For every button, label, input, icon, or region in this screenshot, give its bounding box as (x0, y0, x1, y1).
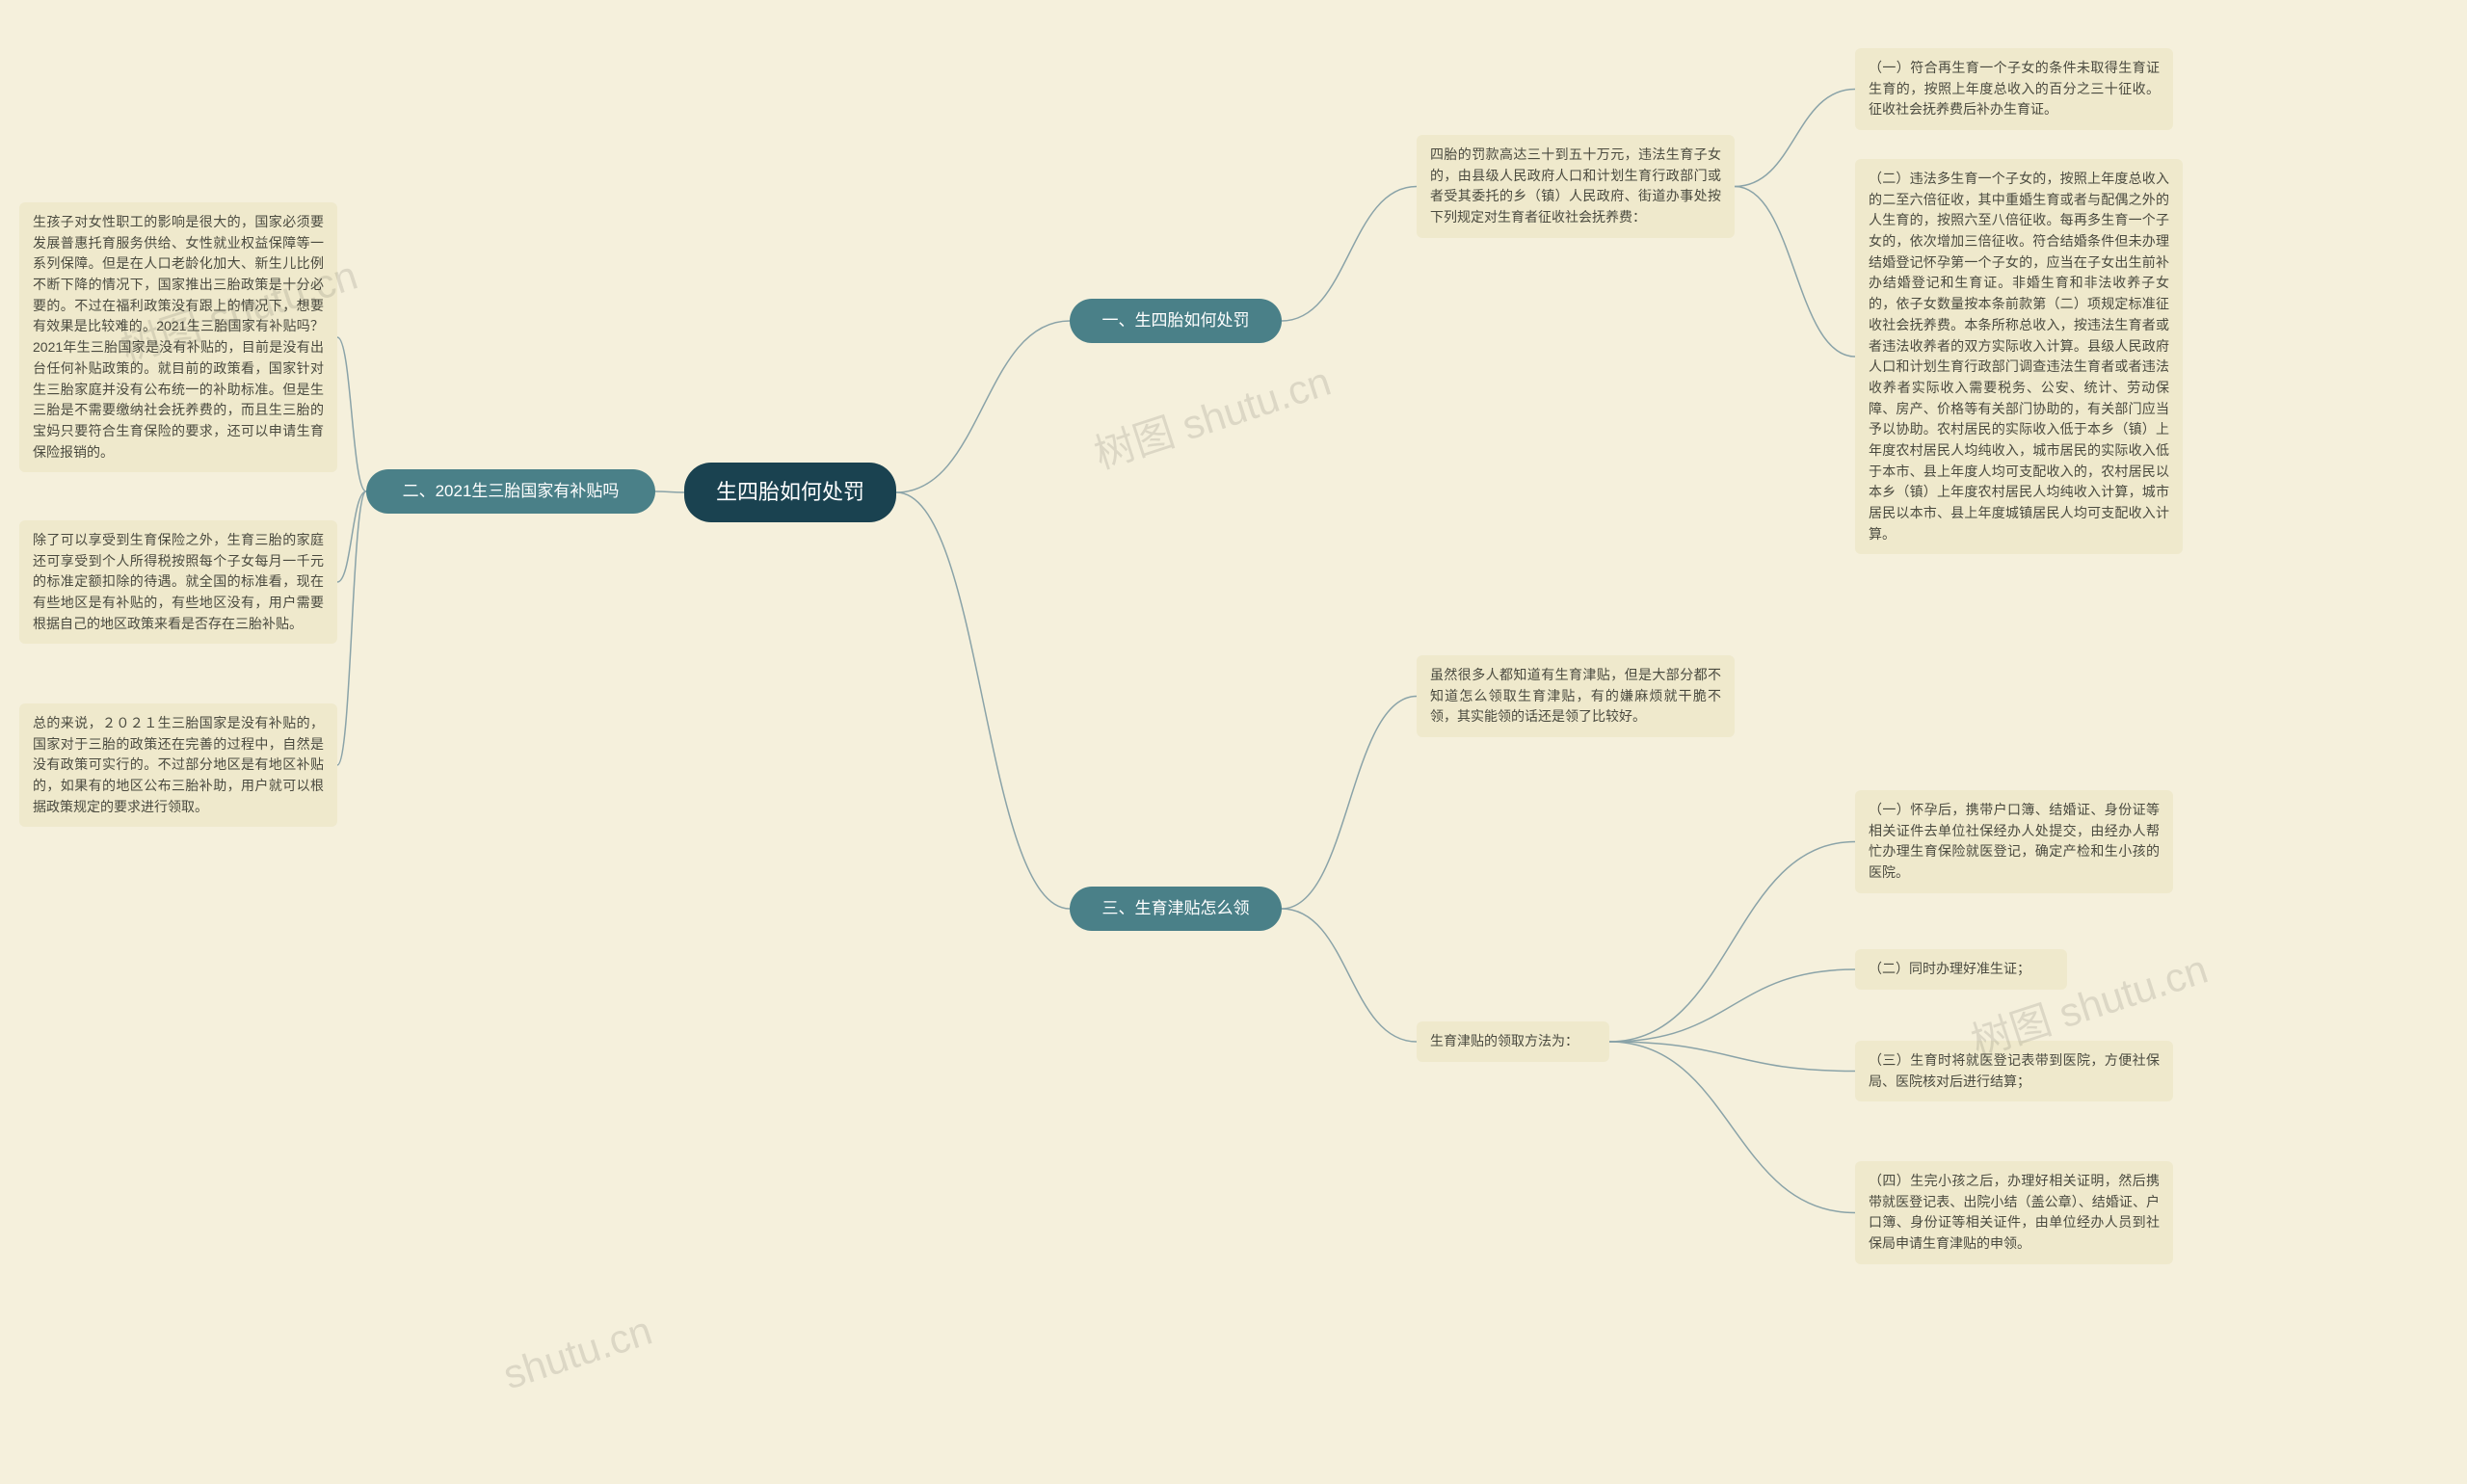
branch-label: 二、2021生三胎国家有补贴吗 (403, 482, 620, 500)
leaf-text: 虽然很多人都知道有生育津贴，但是大部分都不知道怎么领取生育津贴，有的嫌麻烦就干脆… (1430, 667, 1721, 724)
root-label: 生四胎如何处罚 (716, 480, 864, 504)
leaf-node: 总的来说，２０２１生三胎国家是没有补贴的，国家对于三胎的政策还在完善的过程中，自… (19, 703, 337, 827)
leaf-node: 生孩子对女性职工的影响是很大的，国家必须要发展普惠托育服务供给、女性就业权益保障… (19, 202, 337, 472)
root-node: 生四胎如何处罚 (684, 463, 896, 522)
leaf-node: （一）符合再生育一个子女的条件未取得生育证生育的，按照上年度总收入的百分之三十征… (1855, 48, 2173, 130)
leaf-text: （四）生完小孩之后，办理好相关证明，然后携带就医登记表、出院小结（盖公章）、结婚… (1869, 1173, 2160, 1251)
leaf-text: 除了可以享受到生育保险之外，生育三胎的家庭还可享受到个人所得税按照每个子女每月一… (33, 532, 324, 631)
leaf-node: （一）怀孕后，携带户口簿、结婚证、身份证等相关证件去单位社保经办人处提交，由经办… (1855, 790, 2173, 893)
leaf-text: （二）同时办理好准生证； (1869, 961, 2030, 976)
leaf-node: 生育津贴的领取方法为： (1417, 1021, 1609, 1062)
leaf-text: （一）符合再生育一个子女的条件未取得生育证生育的，按照上年度总收入的百分之三十征… (1869, 60, 2160, 117)
branch-label: 三、生育津贴怎么领 (1102, 899, 1250, 917)
leaf-text: （三）生育时将就医登记表带到医院，方便社保局、医院核对后进行结算； (1869, 1052, 2160, 1089)
leaf-node: （四）生完小孩之后，办理好相关证明，然后携带就医登记表、出院小结（盖公章）、结婚… (1855, 1161, 2173, 1264)
leaf-text: 生育津贴的领取方法为： (1430, 1033, 1578, 1048)
leaf-node: 虽然很多人都知道有生育津贴，但是大部分都不知道怎么领取生育津贴，有的嫌麻烦就干脆… (1417, 655, 1735, 737)
leaf-node: （二）违法多生育一个子女的，按照上年度总收入的二至六倍征收，其中重婚生育或者与配… (1855, 159, 2183, 554)
leaf-text: 四胎的罚款高达三十到五十万元，违法生育子女的，由县级人民政府人口和计划生育行政部… (1430, 146, 1721, 225)
leaf-text: 生孩子对女性职工的影响是很大的，国家必须要发展普惠托育服务供给、女性就业权益保障… (33, 214, 324, 460)
leaf-node: 四胎的罚款高达三十到五十万元，违法生育子女的，由县级人民政府人口和计划生育行政部… (1417, 135, 1735, 238)
branch-label: 一、生四胎如何处罚 (1102, 311, 1250, 330)
leaf-node: （三）生育时将就医登记表带到医院，方便社保局、医院核对后进行结算； (1855, 1041, 2173, 1101)
leaf-text: 总的来说，２０２１生三胎国家是没有补贴的，国家对于三胎的政策还在完善的过程中，自… (33, 715, 324, 814)
branch-node-3: 三、生育津贴怎么领 (1070, 887, 1282, 931)
branch-node-2: 二、2021生三胎国家有补贴吗 (366, 469, 655, 514)
leaf-node: 除了可以享受到生育保险之外，生育三胎的家庭还可享受到个人所得税按照每个子女每月一… (19, 520, 337, 644)
leaf-text: （一）怀孕后，携带户口簿、结婚证、身份证等相关证件去单位社保经办人处提交，由经办… (1869, 802, 2160, 880)
leaf-node: （二）同时办理好准生证； (1855, 949, 2067, 990)
leaf-text: （二）违法多生育一个子女的，按照上年度总收入的二至六倍征收，其中重婚生育或者与配… (1869, 171, 2169, 542)
branch-node-1: 一、生四胎如何处罚 (1070, 299, 1282, 343)
